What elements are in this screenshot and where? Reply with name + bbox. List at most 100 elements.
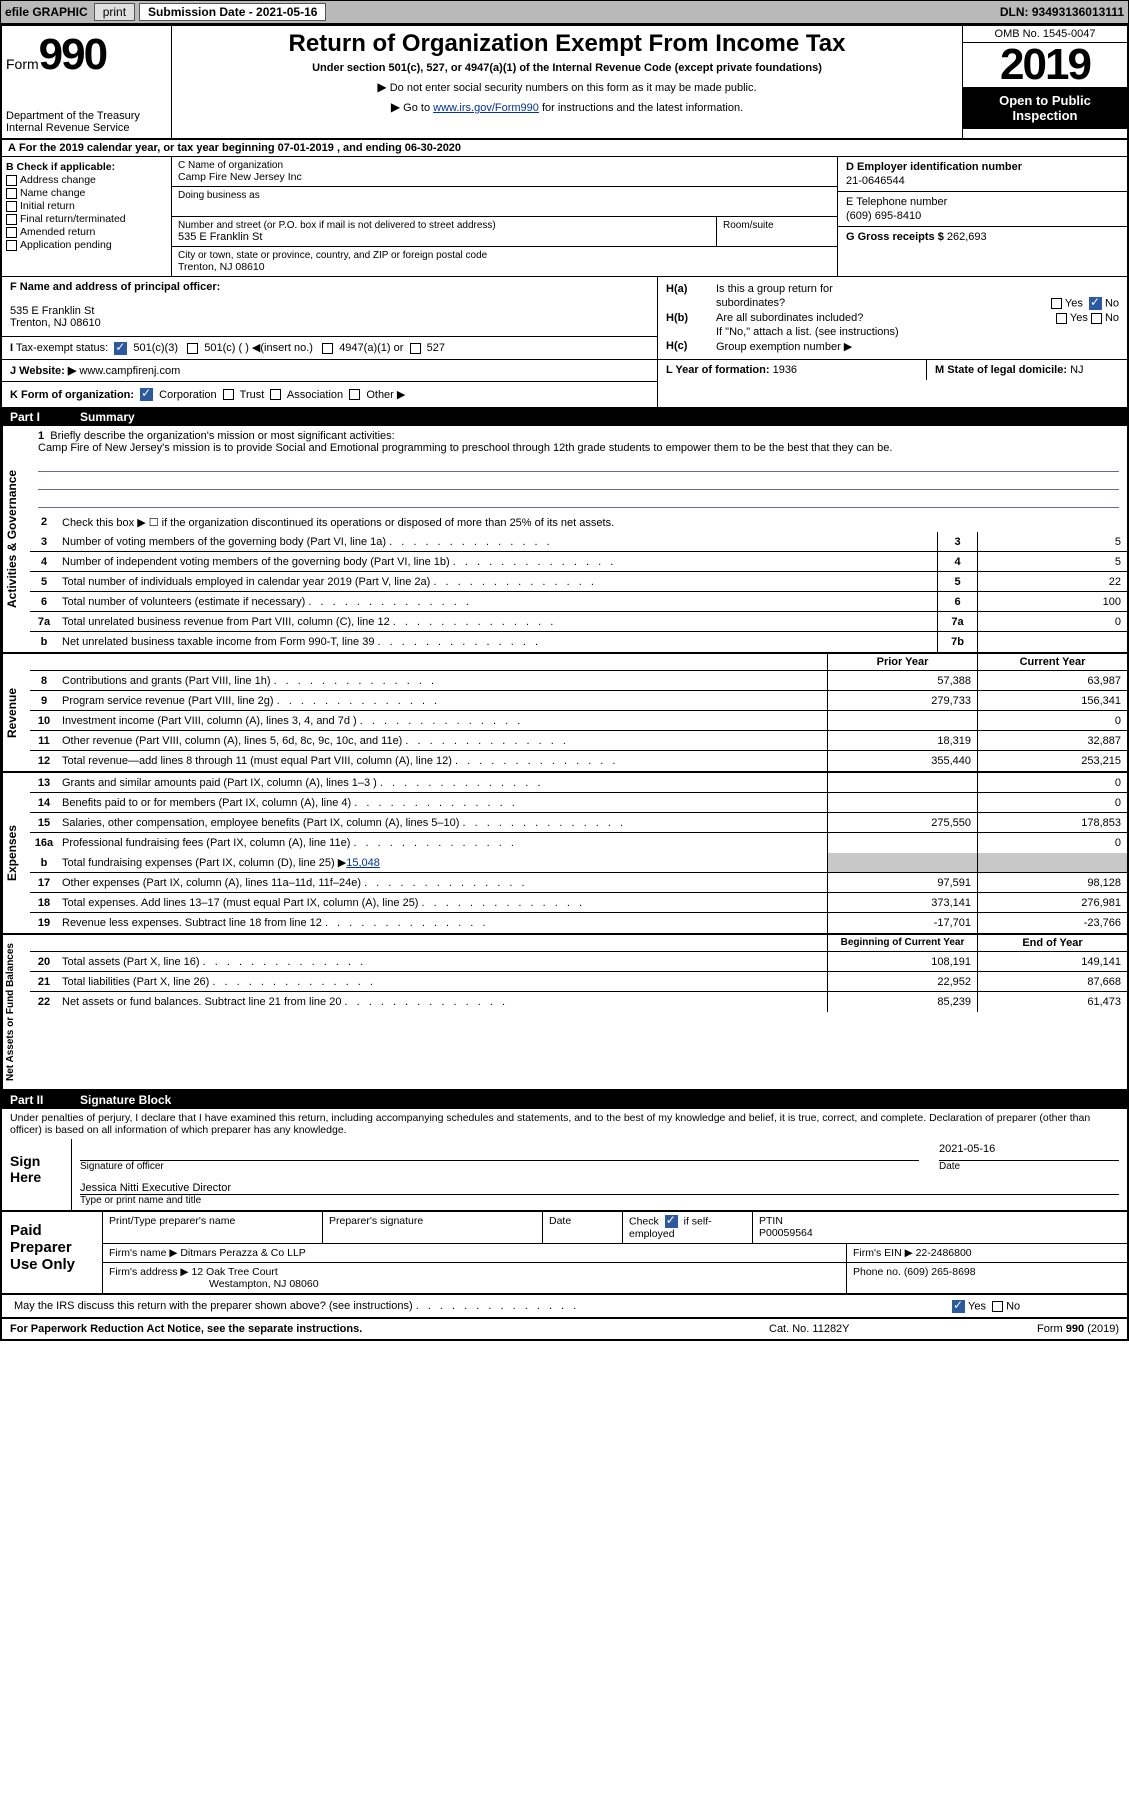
f-addr2: Trenton, NJ 08610 xyxy=(10,317,649,329)
ein-value: 21-0646544 xyxy=(846,175,1119,187)
section-f: F Name and address of principal officer:… xyxy=(2,277,657,337)
checkbox-checked-icon xyxy=(1089,297,1102,310)
form-number: 990 xyxy=(39,30,106,79)
sig-name: Jessica Nitti Executive Director xyxy=(80,1182,1119,1195)
table-row: 13Grants and similar amounts paid (Part … xyxy=(30,773,1127,793)
print-button[interactable]: print xyxy=(94,3,135,21)
netassets-header-row: Beginning of Current Year End of Year xyxy=(30,935,1127,952)
table-row: 18Total expenses. Add lines 13–17 (must … xyxy=(30,893,1127,913)
f-label: F Name and address of principal officer: xyxy=(10,281,649,293)
addr-value: 535 E Franklin St xyxy=(178,231,710,243)
col-current: Current Year xyxy=(977,654,1127,670)
form-prefix: Form xyxy=(6,56,39,72)
top-bar: efile GRAPHIC print Submission Date - 20… xyxy=(0,0,1129,24)
column-d: D Employer identification number 21-0646… xyxy=(837,157,1127,276)
revenue-header-row: Prior Year Current Year xyxy=(30,654,1127,671)
table-row: 17Other expenses (Part IX, column (A), l… xyxy=(30,873,1127,893)
checkbox-icon[interactable] xyxy=(223,389,234,400)
checkbox-icon[interactable] xyxy=(349,389,360,400)
dba-label: Doing business as xyxy=(178,190,831,201)
footer-left: For Paperwork Reduction Act Notice, see … xyxy=(10,1323,769,1335)
side-label-netassets: Net Assets or Fund Balances xyxy=(2,935,30,1089)
prep-sig-label: Preparer's signature xyxy=(323,1212,543,1243)
form-subtitle: Under section 501(c), 527, or 4947(a)(1)… xyxy=(182,62,952,74)
checkb-item: Application pending xyxy=(6,239,167,251)
firm-addr1: 12 Oak Tree Court xyxy=(191,1266,277,1278)
side-label-activities: Activities & Governance xyxy=(2,426,30,652)
checkbox-icon[interactable] xyxy=(410,343,421,354)
table-row: 5Total number of individuals employed in… xyxy=(30,572,1127,592)
checkb-item: Address change xyxy=(6,174,167,186)
checkbox-icon[interactable] xyxy=(6,188,17,199)
table-row: 6Total number of volunteers (estimate if… xyxy=(30,592,1127,612)
ptin-label: PTIN xyxy=(759,1215,1121,1227)
prep-name-label: Print/Type preparer's name xyxy=(103,1212,323,1243)
part1-activities: Activities & Governance 1 Briefly descri… xyxy=(2,426,1127,654)
phone-value: (609) 695-8410 xyxy=(846,210,1119,222)
sig-date: 2021-05-16 xyxy=(939,1143,1119,1161)
page-footer: For Paperwork Reduction Act Notice, see … xyxy=(2,1319,1127,1339)
table-row: 20Total assets (Part X, line 16) 108,191… xyxy=(30,952,1127,972)
checkbox-icon[interactable] xyxy=(270,389,281,400)
checkbox-icon[interactable] xyxy=(322,343,333,354)
col-end: End of Year xyxy=(977,935,1127,951)
checkb-item: Final return/terminated xyxy=(6,213,167,225)
part1-revenue: Revenue Prior Year Current Year 8Contrib… xyxy=(2,654,1127,773)
col-prior: Prior Year xyxy=(827,654,977,670)
checkbox-icon[interactable] xyxy=(6,240,17,251)
checkb-item: Initial return xyxy=(6,200,167,212)
checkbox-icon[interactable] xyxy=(1051,298,1062,309)
column-b: B Check if applicable: Address change Na… xyxy=(2,157,172,276)
line2: Check this box ▶ ☐ if the organization d… xyxy=(58,514,1127,531)
checkbox-icon[interactable] xyxy=(187,343,198,354)
header-right: OMB No. 1545-0047 2019 Open to Public In… xyxy=(962,26,1127,138)
table-row: 3Number of voting members of the governi… xyxy=(30,532,1127,552)
org-name: Camp Fire New Jersey Inc xyxy=(178,171,831,183)
checkbox-checked-icon xyxy=(114,342,127,355)
checkbox-checked-icon xyxy=(952,1300,965,1313)
checkbox-icon[interactable] xyxy=(6,214,17,225)
side-label-revenue: Revenue xyxy=(2,654,30,771)
table-row: 15Salaries, other compensation, employee… xyxy=(30,813,1127,833)
line1-mission: 1 Briefly describe the organization's mi… xyxy=(30,426,1127,512)
checkbox-icon[interactable] xyxy=(6,201,17,212)
table-row: 11Other revenue (Part VIII, column (A), … xyxy=(30,731,1127,751)
public-inspection: Open to Public Inspection xyxy=(963,87,1127,129)
checkbox-icon[interactable] xyxy=(1056,313,1067,324)
checkbox-icon[interactable] xyxy=(6,175,17,186)
checkbox-icon[interactable] xyxy=(1091,313,1102,324)
room-label: Room/suite xyxy=(717,217,837,246)
fundraising-link[interactable]: 15,048 xyxy=(346,857,380,869)
prep-date-label: Date xyxy=(543,1212,623,1243)
table-row: bNet unrelated business taxable income f… xyxy=(30,632,1127,652)
section-k: K Form of organization: Corporation Trus… xyxy=(2,382,657,408)
part1-header: Part I Summary xyxy=(2,408,1127,426)
ein-label: D Employer identification number xyxy=(846,161,1119,173)
signature-section: Sign Here Signature of officer 2021-05-1… xyxy=(2,1139,1127,1212)
sig-name-label: Type or print name and title xyxy=(80,1195,1119,1206)
note-goto-post: for instructions and the latest informat… xyxy=(539,102,743,114)
discuss-question: May the IRS discuss this return with the… xyxy=(10,1298,949,1314)
year-formation: 1936 xyxy=(773,364,797,376)
checkb-header: B Check if applicable: xyxy=(6,161,167,173)
checkbox-checked-icon xyxy=(140,388,153,401)
part1-expenses: Expenses 13Grants and similar amounts pa… xyxy=(2,773,1127,935)
checkbox-icon[interactable] xyxy=(6,227,17,238)
table-row: 9Program service revenue (Part VIII, lin… xyxy=(30,691,1127,711)
section-lm: L Year of formation: 1936 M State of leg… xyxy=(658,359,1127,380)
org-name-label: C Name of organization xyxy=(178,160,831,171)
checkbox-icon[interactable] xyxy=(992,1301,1003,1312)
city-label: City or town, state or province, country… xyxy=(178,250,831,261)
col-begin: Beginning of Current Year xyxy=(827,935,977,951)
form-title: Return of Organization Exempt From Incom… xyxy=(182,30,952,58)
side-label-expenses: Expenses xyxy=(2,773,30,933)
form-container: Form990 Department of the Treasury Inter… xyxy=(0,24,1129,1341)
checkb-item: Amended return xyxy=(6,226,167,238)
addr-label: Number and street (or P.O. box if mail i… xyxy=(178,220,710,231)
table-row: 21Total liabilities (Part X, line 26) 22… xyxy=(30,972,1127,992)
irs-link[interactable]: www.irs.gov/Form990 xyxy=(433,102,539,114)
city-value: Trenton, NJ 08610 xyxy=(178,261,831,273)
gross-value: 262,693 xyxy=(947,231,987,243)
table-row: 16aProfessional fundraising fees (Part I… xyxy=(30,833,1127,853)
section-bcd: B Check if applicable: Address change Na… xyxy=(2,157,1127,277)
